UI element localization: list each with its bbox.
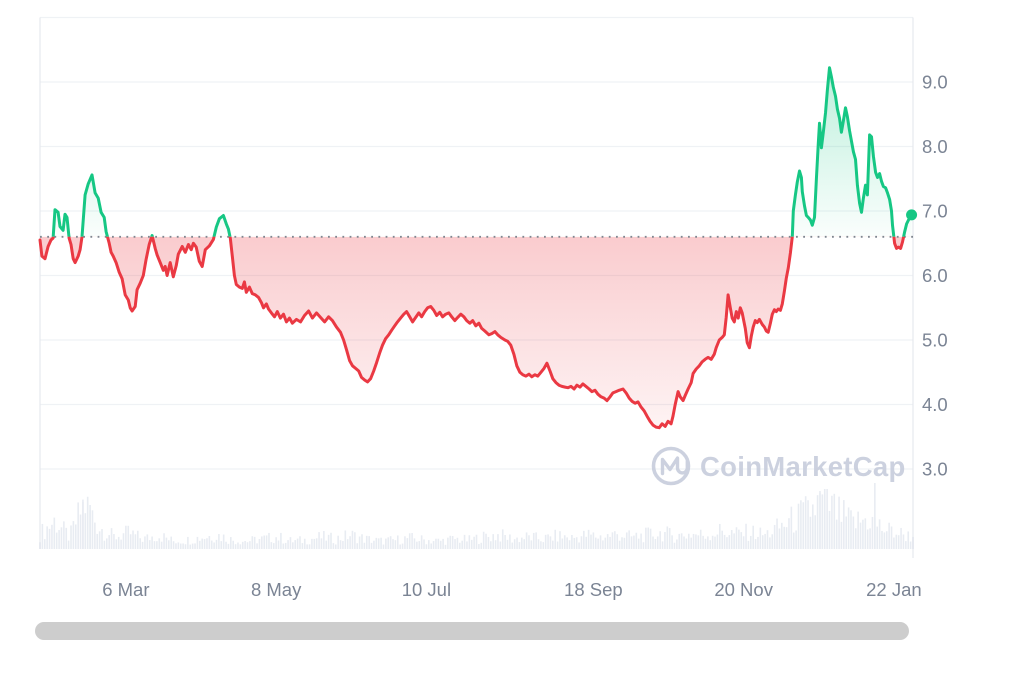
- y-tick-label: 6.0: [922, 265, 948, 286]
- area-fill-down: [40, 236, 904, 428]
- y-tick-label: 7.0: [922, 201, 948, 222]
- y-tick-label: 5.0: [922, 330, 948, 351]
- watermark-label: CoinMarketCap: [700, 451, 906, 482]
- x-tick-label: 8 May: [251, 579, 302, 600]
- scrollbar-thumb[interactable]: [35, 622, 909, 640]
- y-tick-label: 8.0: [922, 136, 948, 157]
- x-axis: 6 Mar 8 May 10 Jul 18 Sep 20 Nov 22 Jan: [102, 579, 921, 600]
- x-tick-label: 20 Nov: [714, 579, 773, 600]
- y-tick-label: 9.0: [922, 72, 948, 93]
- area-fill-up: [40, 67, 912, 237]
- price-line-down: [38, 236, 906, 430]
- x-tick-label: 6 Mar: [102, 579, 149, 600]
- volume-bars: [39, 483, 914, 549]
- watermark: CoinMarketCap: [651, 446, 906, 486]
- y-tick-label: 4.0: [922, 394, 948, 415]
- price-line-up: [51, 66, 914, 237]
- x-tick-label: 10 Jul: [402, 579, 451, 600]
- y-tick-label: 3.0: [922, 459, 948, 480]
- x-tick-label: 22 Jan: [866, 579, 922, 600]
- y-axis: 9.0 8.0 7.0 6.0 5.0 4.0 3.0: [922, 72, 948, 480]
- x-tick-label: 18 Sep: [564, 579, 623, 600]
- horizontal-scrollbar[interactable]: [35, 622, 909, 640]
- last-price-dot: [906, 209, 918, 221]
- coinmarketcap-logo-m: [660, 456, 689, 476]
